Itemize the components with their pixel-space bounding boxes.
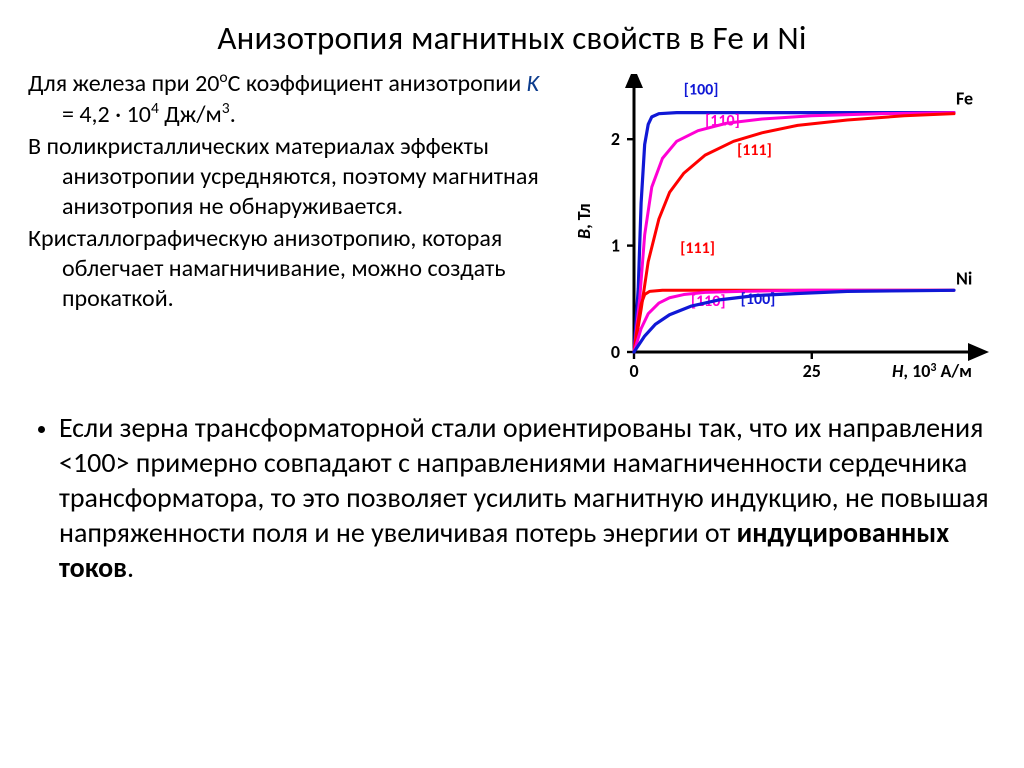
svg-text:H, 103 А/м: H, 103 А/м — [892, 360, 972, 382]
left-column: Для железа при 20оС коэффициент анизотро… — [28, 68, 546, 394]
page-title: Анизотропия магнитных свойств в Fe и Ni — [28, 18, 996, 58]
para-3: Кристаллографическую анизотропию, котора… — [28, 224, 546, 314]
bullet-dot-icon — [38, 426, 45, 433]
svg-text:[100]: [100] — [741, 290, 776, 309]
svg-text:0: 0 — [611, 341, 620, 363]
upper-row: Для железа при 20оС коэффициент анизотро… — [28, 68, 996, 394]
para-2: В поликристаллических материалах эффекты… — [28, 132, 546, 222]
svg-text:2: 2 — [611, 128, 620, 150]
svg-text:Ni: Ni — [956, 267, 972, 289]
svg-text:[111]: [111] — [680, 239, 715, 258]
svg-text:[110]: [110] — [705, 111, 740, 130]
svg-text:B, Тл: B, Тл — [573, 203, 595, 239]
svg-text:[111]: [111] — [737, 141, 772, 160]
bullet-row: Если зерна трансформаторной стали ориент… — [28, 410, 996, 585]
svg-text:25: 25 — [803, 360, 821, 382]
svg-text:0: 0 — [629, 360, 638, 382]
anisotropy-chart: 0 25 0 1 2 H, 103 А/м B, Тл [100] [110] [111] [111… — [556, 74, 996, 394]
bullet-text: Если зерна трансформаторной стали ориент… — [59, 410, 996, 585]
svg-text:1: 1 — [611, 235, 620, 257]
para-1: Для железа при 20оС коэффициент анизотро… — [28, 68, 546, 130]
svg-text:Fe: Fe — [956, 88, 973, 110]
svg-text:[100]: [100] — [684, 81, 719, 100]
